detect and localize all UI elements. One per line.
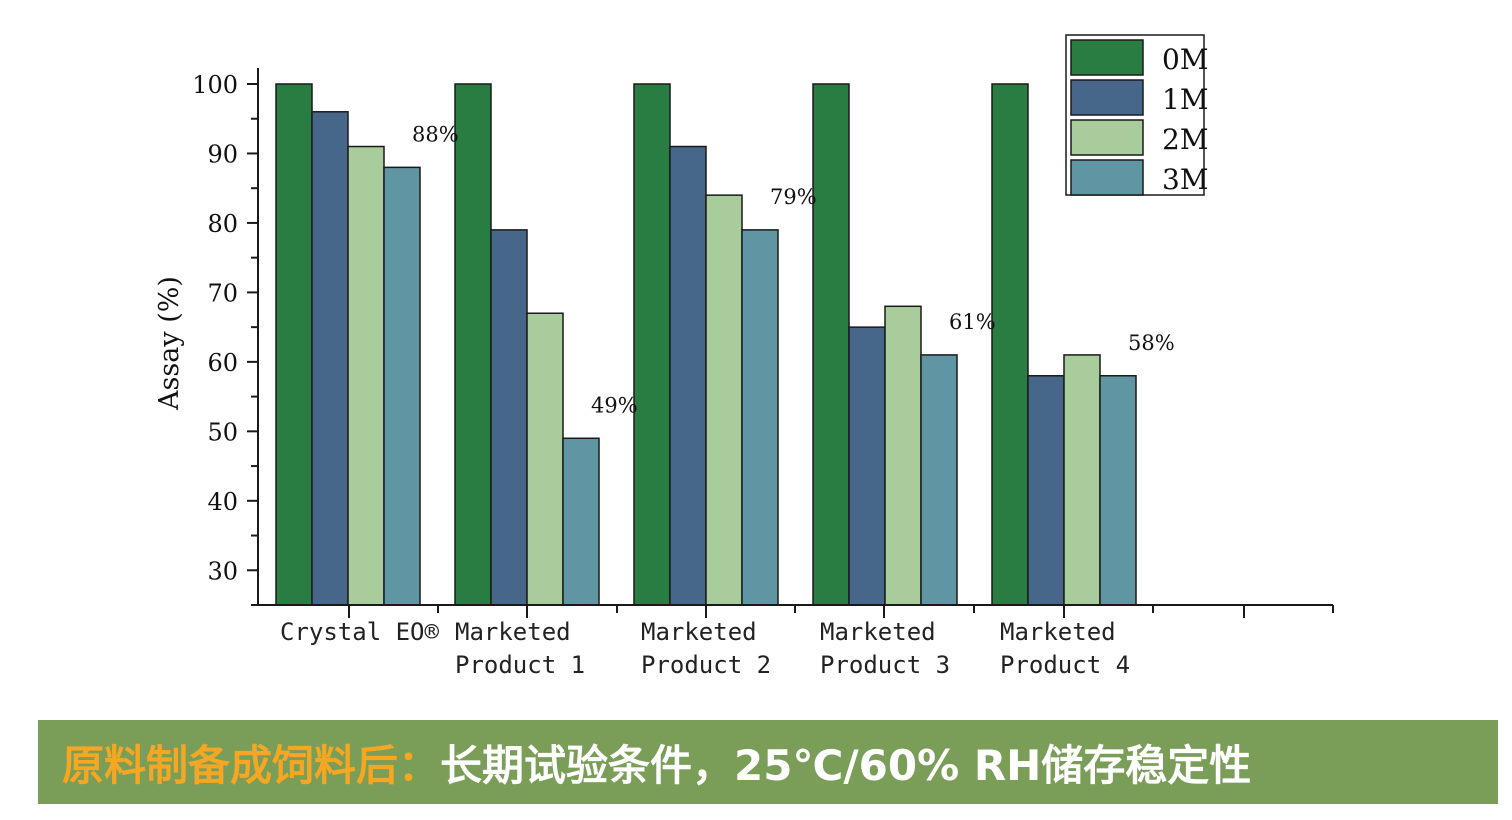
bar-2m-2 (526, 312, 564, 606)
bar-2m-3 (705, 194, 743, 606)
bar-3m-3 (741, 229, 779, 606)
data-labels-layer: 88% 49% 79% 61% 58% (412, 122, 1175, 417)
legend-swatch-3m (1070, 159, 1144, 196)
bar-2m-4 (884, 305, 922, 606)
y-tick-label-40: 40 (207, 488, 238, 516)
legend-label-3m: 3M (1162, 163, 1208, 196)
bar-3m-1 (383, 166, 421, 606)
category-label-1: Crystal EO® (280, 618, 439, 646)
legend-swatch-0m (1070, 39, 1144, 76)
banner-subtitle: 长期试验条件，25℃/60% RH储存稳定性 (440, 740, 1252, 790)
bar-1m-3 (669, 145, 707, 606)
assay-bar-chart: 88% 49% 79% 61% 58% 30 40 50 60 70 80 90 100 Crystal… (154, 34, 1334, 679)
category-label-3: Marketed Product 2 (641, 618, 771, 679)
legend-label-2m: 2M (1162, 123, 1208, 156)
axes-layer: 30 40 50 60 70 80 90 100 Crystal EO® Marketed Prod… (192, 68, 1334, 679)
y-tick-label-70: 70 (207, 279, 238, 307)
caption-banner: 原料制备成饲料后： 长期试验条件，25℃/60% RH储存稳定性 (38, 720, 1498, 804)
bar-1m-1 (311, 111, 349, 606)
y-tick-label-90: 90 (207, 140, 238, 168)
data-label-2: 49% (591, 393, 638, 417)
legend-swatch-2m (1070, 119, 1144, 156)
bar-3m-5 (1099, 375, 1137, 606)
y-tick-label-30: 30 (207, 557, 238, 585)
legend-swatch-1m (1070, 79, 1144, 116)
bar-2m-5 (1063, 354, 1101, 606)
bar-1m-5 (1027, 375, 1065, 606)
data-label-1: 88% (412, 122, 459, 146)
bar-0m-1 (275, 83, 313, 606)
data-label-4: 61% (949, 310, 996, 334)
bar-1m-2 (490, 229, 528, 606)
bar-0m-4 (812, 83, 850, 606)
bar-0m-2 (454, 83, 492, 606)
legend-label-1m: 1M (1162, 83, 1208, 116)
bar-0m-5 (991, 83, 1029, 606)
bars-layer (275, 83, 1137, 606)
y-tick-label-50: 50 (207, 418, 238, 446)
y-tick-label-60: 60 (207, 349, 238, 377)
bar-1m-4 (848, 326, 886, 606)
banner-title: 原料制备成饲料后： (62, 740, 441, 790)
y-tick-label-80: 80 (207, 210, 238, 238)
legend: 0M 1M 2M 3M (1065, 34, 1208, 196)
y-axis-label: Assay (%) (154, 276, 185, 411)
bar-0m-3 (633, 83, 671, 606)
y-tick-label-100: 100 (192, 71, 238, 99)
category-label-2: Marketed Product 1 (455, 618, 585, 679)
bar-2m-1 (347, 145, 385, 606)
bar-3m-4 (920, 354, 958, 606)
data-label-5: 58% (1128, 331, 1175, 355)
category-label-4: Marketed Product 3 (820, 618, 950, 679)
data-label-3: 79% (770, 185, 817, 209)
category-label-5: Marketed Product 4 (1000, 618, 1130, 679)
legend-label-0m: 0M (1162, 43, 1208, 76)
bar-3m-2 (562, 437, 600, 606)
